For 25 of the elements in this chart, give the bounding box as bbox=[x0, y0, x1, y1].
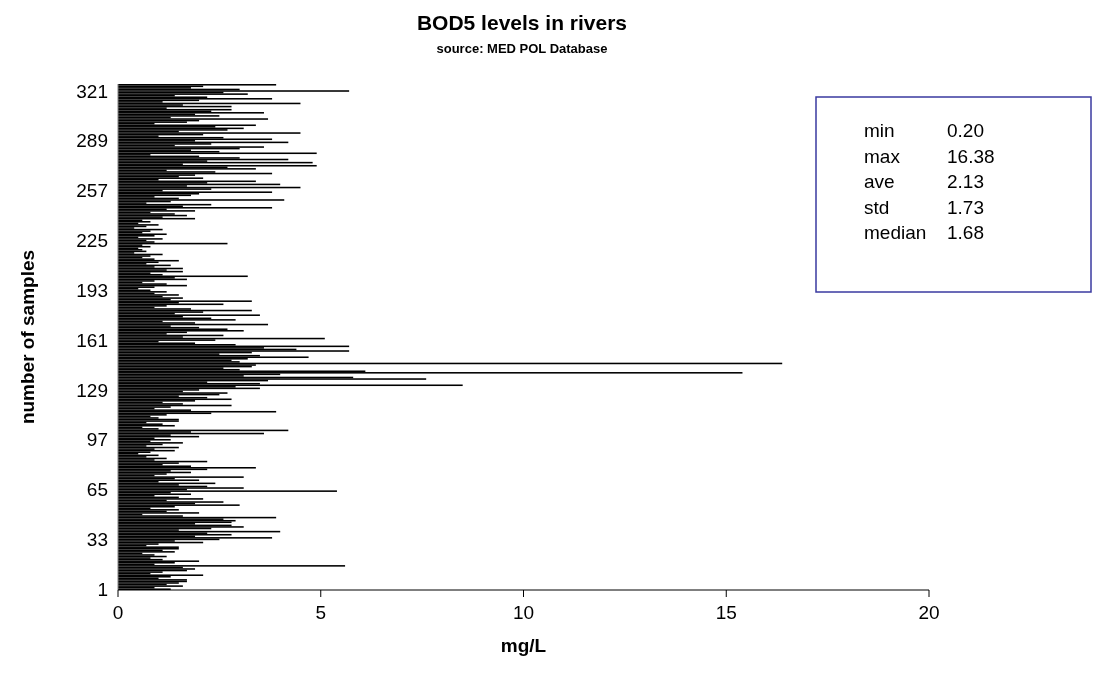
y-tick-label: 321 bbox=[76, 80, 108, 102]
y-tick-label: 161 bbox=[76, 329, 108, 351]
y-tick-label: 33 bbox=[86, 529, 108, 551]
text: min 0.20 bbox=[864, 120, 984, 141]
chart-title: BOD5 levels in rivers bbox=[416, 11, 628, 34]
y-tick-label: 193 bbox=[76, 279, 108, 301]
x-axis-title: mg/L bbox=[500, 635, 547, 656]
y-tick-label: 257 bbox=[76, 180, 108, 202]
annotation: median 1.68 bbox=[864, 222, 984, 243]
text: max 16.38 bbox=[864, 145, 995, 167]
y-tick-label: 65 bbox=[86, 479, 108, 501]
text: ave 2.13 bbox=[864, 171, 984, 192]
y-tick-label: 129 bbox=[76, 379, 108, 401]
x-tick-label: 10 bbox=[512, 602, 535, 623]
y-tick-label: 1 bbox=[97, 578, 108, 600]
x-tick-label: 15 bbox=[715, 602, 737, 623]
text: std 1.73 bbox=[864, 196, 984, 218]
y-tick-label: 289 bbox=[76, 130, 108, 152]
y-axis-title: number of samples bbox=[17, 249, 38, 425]
chart-subtitle: source: MED POL Database bbox=[436, 41, 608, 56]
x-tick-label: 20 bbox=[918, 602, 940, 623]
y-tick-label: 225 bbox=[76, 230, 108, 252]
x-tick-label: 5 bbox=[315, 602, 327, 623]
x-tick-label: 0 bbox=[112, 602, 124, 623]
y-tick-label: 97 bbox=[86, 429, 108, 451]
